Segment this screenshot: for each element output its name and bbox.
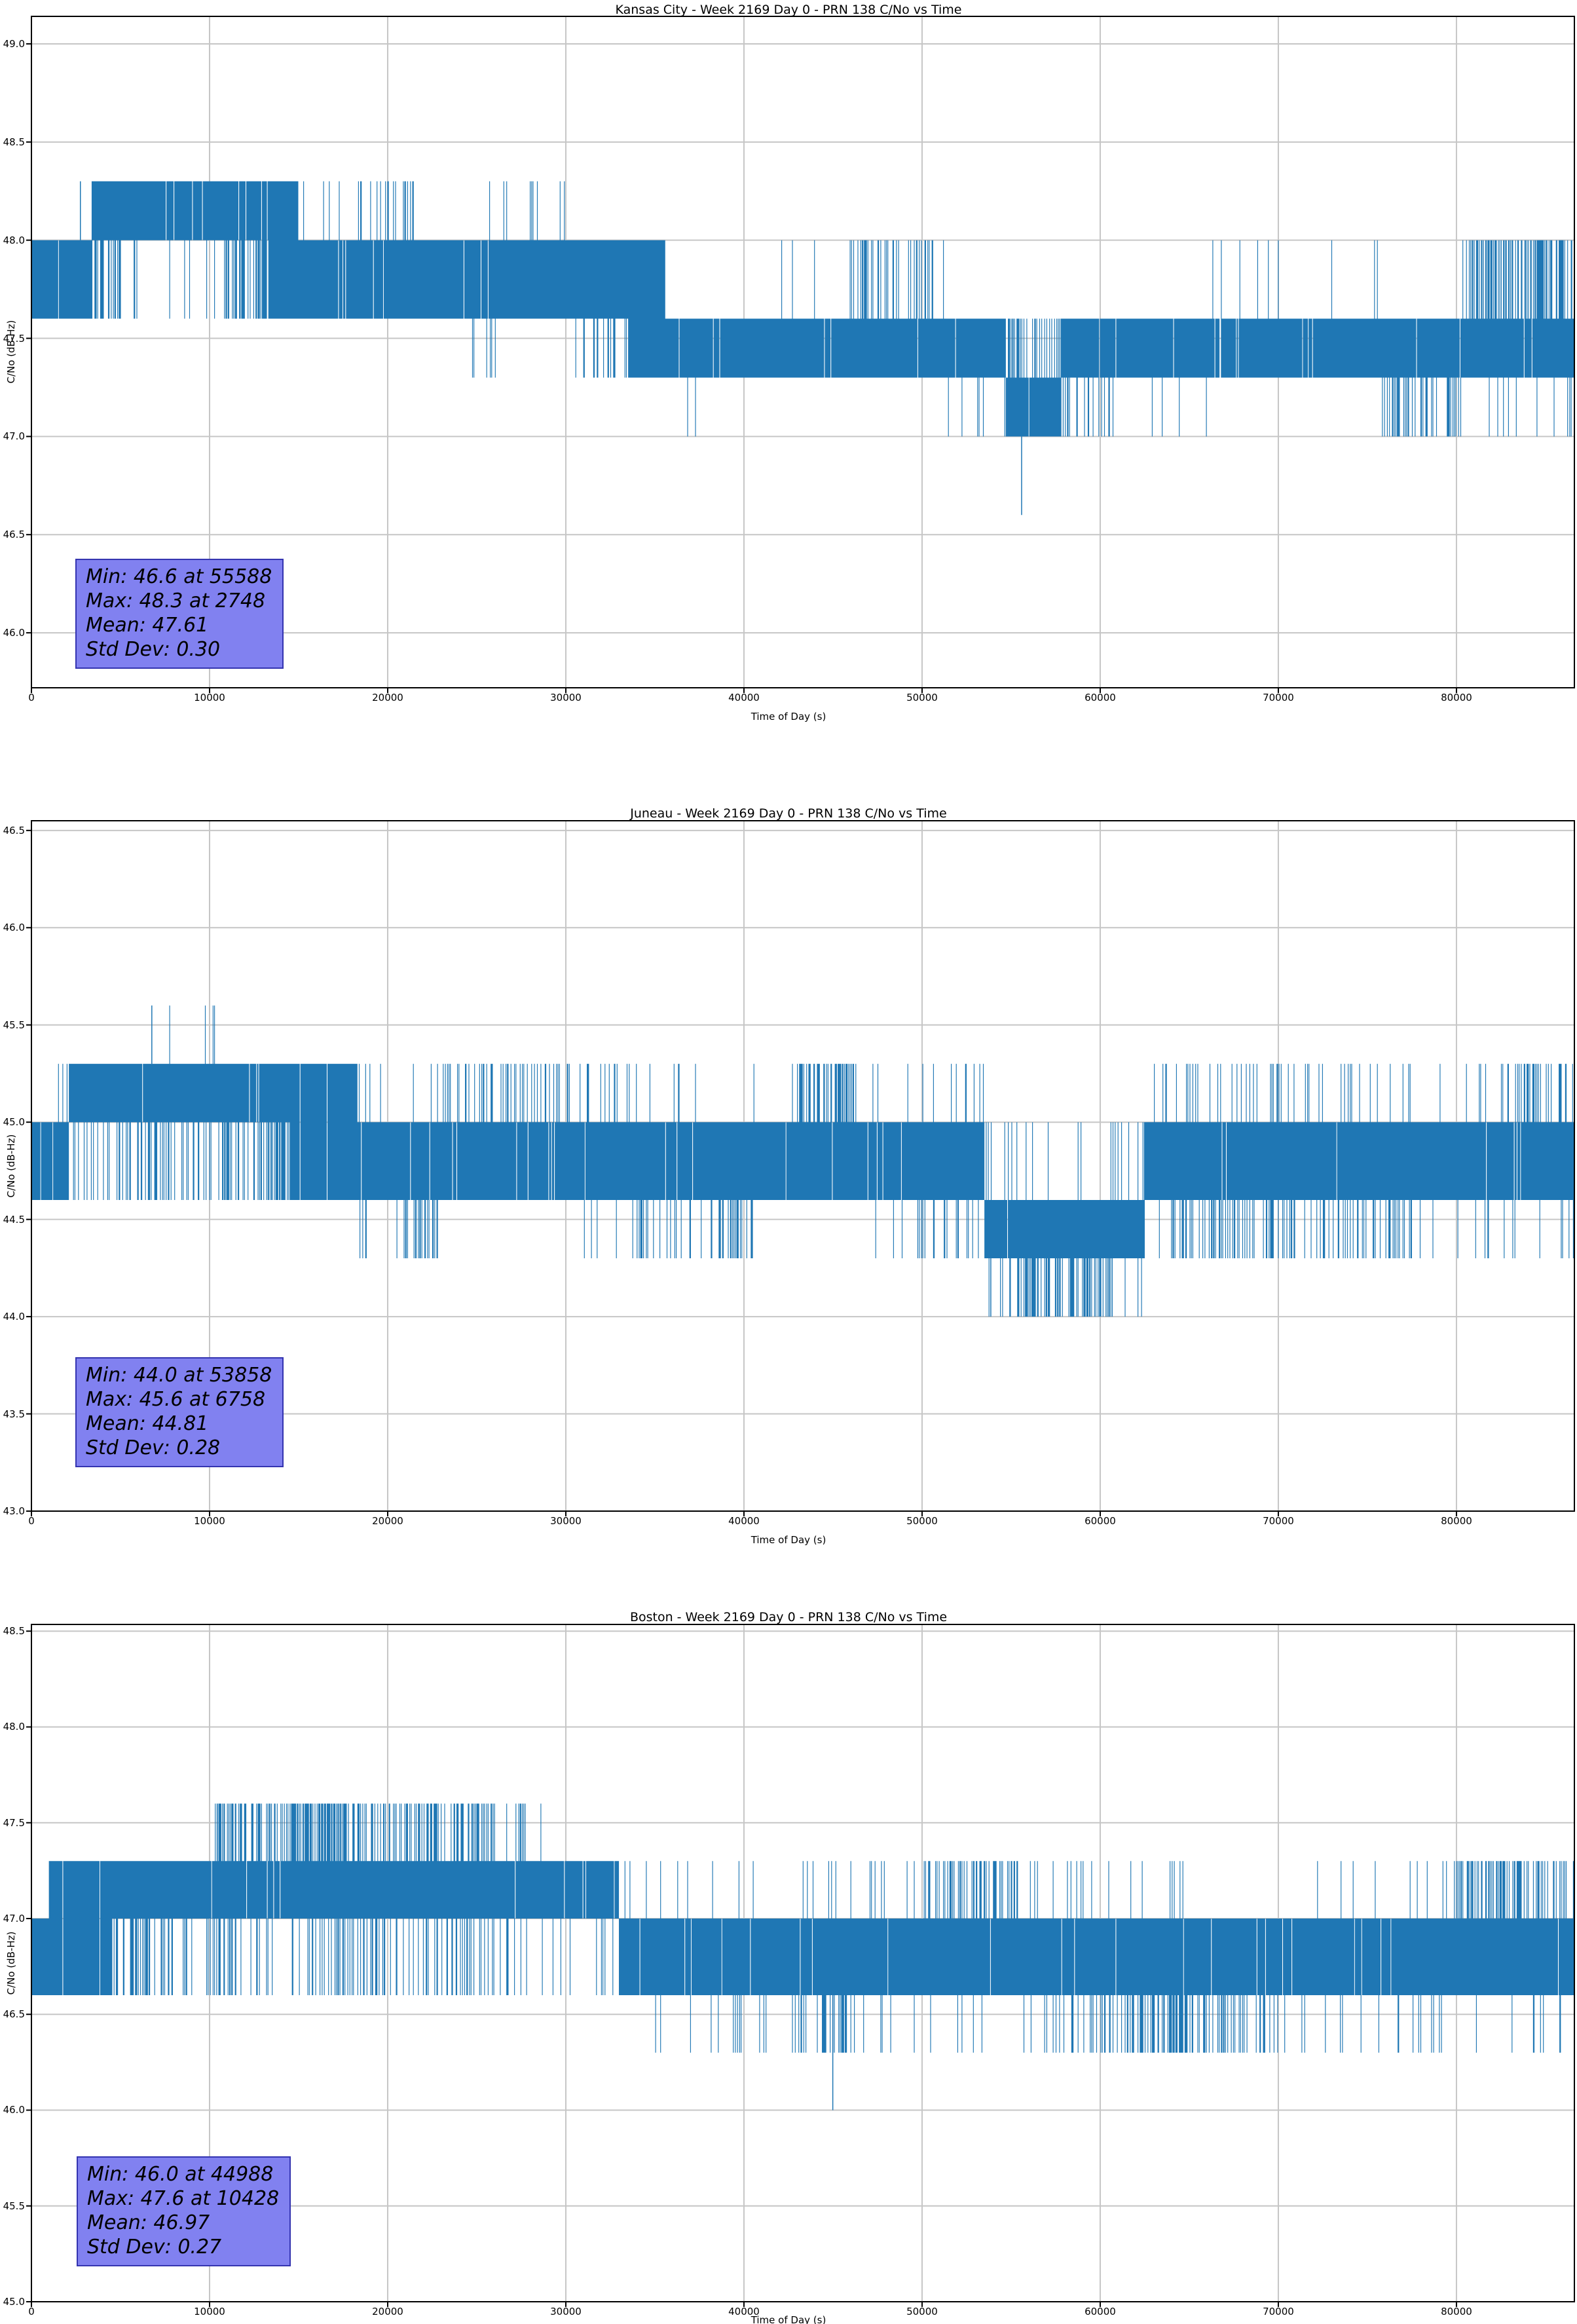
y-tick-label: 46.0 — [3, 922, 25, 934]
chart3-x-axis-label: Time of Day (s) — [751, 2314, 826, 2324]
chart3-stats-min: Min: 46.0 at 44988 — [87, 2163, 274, 2186]
chart3-y-axis-label: C/No (dB-Hz) — [5, 1931, 17, 1995]
x-tick-label: 60000 — [1085, 692, 1116, 703]
chart1-y-axis-label: C/No (dB-Hz) — [5, 320, 17, 384]
y-tick-label: 45.0 — [3, 2296, 25, 2308]
chart3-stats-stddev: Std Dev: 0.27 — [87, 2236, 222, 2258]
x-tick-label: 10000 — [194, 1515, 225, 1527]
chart3-stats-mean: Mean: 46.97 — [87, 2211, 210, 2234]
chart3-stats-box: Min: 46.0 at 44988 Max: 47.6 at 10428 Me… — [77, 2156, 291, 2266]
x-tick-label: 50000 — [906, 2306, 938, 2317]
x-tick-label: 80000 — [1441, 692, 1472, 703]
plot-border — [31, 16, 1575, 688]
x-tick-label: 40000 — [728, 2306, 760, 2317]
y-tick-label: 47.0 — [3, 1912, 25, 1924]
chart1-stats-max: Max: 48.3 at 2748 — [86, 590, 266, 612]
chart1-x-axis-label: Time of Day (s) — [751, 711, 826, 722]
y-tick-label: 44.0 — [3, 1311, 25, 1323]
chart2-title: Juneau - Week 2169 Day 0 - PRN 138 C/No … — [630, 806, 947, 821]
x-tick-label: 20000 — [372, 692, 403, 703]
y-tick-label: 46.0 — [3, 2104, 25, 2116]
chart1-title: Kansas City - Week 2169 Day 0 - PRN 138 … — [615, 3, 962, 17]
y-tick-label: 47.5 — [3, 332, 25, 345]
cno-series — [31, 1803, 1575, 2053]
x-tick-label: 40000 — [728, 692, 760, 703]
x-tick-label: 0 — [28, 692, 35, 703]
y-tick-label: 46.0 — [3, 627, 25, 639]
y-tick-label: 46.5 — [3, 529, 25, 541]
chart2-x-axis-label: Time of Day (s) — [751, 1534, 826, 1546]
chart1-stats-mean: Mean: 47.61 — [86, 614, 209, 637]
x-tick-label: 60000 — [1085, 2306, 1116, 2317]
y-tick-label: 45.5 — [3, 1019, 25, 1031]
x-tick-label: 30000 — [550, 692, 582, 703]
x-tick-label: 10000 — [194, 2306, 225, 2317]
x-tick-label: 70000 — [1263, 1515, 1294, 1527]
y-tick-label: 45.5 — [3, 2200, 25, 2212]
chart3-title: Boston - Week 2169 Day 0 - PRN 138 C/No … — [629, 1610, 948, 1624]
y-tick-label: 49.0 — [3, 37, 25, 50]
y-tick-label: 45.0 — [3, 1116, 25, 1129]
chart2-stats-box: Min: 44.0 at 53858 Max: 45.6 at 6758 Mea… — [75, 1357, 284, 1467]
chart2-stats-max: Max: 45.6 at 6758 — [86, 1388, 266, 1411]
chart2-stats-mean: Mean: 44.81 — [86, 1412, 209, 1435]
y-tick-label: 48.0 — [3, 1721, 25, 1733]
x-tick-label: 80000 — [1441, 2306, 1472, 2317]
y-tick-label: 46.5 — [3, 824, 25, 836]
x-tick-label: 70000 — [1263, 692, 1294, 703]
y-tick-label: 48.5 — [3, 136, 25, 148]
plot-border — [31, 1624, 1575, 2302]
x-tick-label: 40000 — [728, 1515, 760, 1527]
y-tick-label: 47.5 — [3, 1816, 25, 1829]
x-tick-label: 10000 — [194, 692, 225, 703]
x-tick-label: 50000 — [906, 1515, 938, 1527]
x-tick-label: 0 — [28, 2306, 35, 2317]
chart1-stats-min: Min: 46.6 at 55588 — [86, 565, 272, 588]
y-tick-label: 47.0 — [3, 430, 25, 443]
x-tick-label: 30000 — [550, 2306, 582, 2317]
cno-series — [31, 181, 1575, 437]
y-tick-label: 48.5 — [3, 1625, 25, 1638]
plot-border — [31, 820, 1575, 1512]
x-tick-label: 30000 — [550, 1515, 582, 1527]
chart1-stats-stddev: Std Dev: 0.30 — [86, 638, 221, 661]
y-tick-label: 46.5 — [3, 2008, 25, 2021]
chart2-y-axis-label: C/No (dB-Hz) — [5, 1134, 17, 1198]
chart2-stats-min: Min: 44.0 at 53858 — [86, 1364, 272, 1387]
x-tick-label: 20000 — [372, 1515, 403, 1527]
y-tick-label: 48.0 — [3, 234, 25, 246]
chart3-stats-max: Max: 47.6 at 10428 — [87, 2187, 280, 2210]
chart2-stats-stddev: Std Dev: 0.28 — [86, 1436, 221, 1459]
x-tick-label: 50000 — [906, 692, 938, 703]
y-tick-label: 44.5 — [3, 1213, 25, 1226]
cno-series — [31, 1005, 1575, 1317]
x-tick-label: 20000 — [372, 2306, 403, 2317]
x-tick-label: 0 — [28, 1515, 35, 1527]
x-tick-label: 70000 — [1263, 2306, 1294, 2317]
chart1-stats-box: Min: 46.6 at 55588 Max: 48.3 at 2748 Mea… — [75, 559, 284, 669]
y-tick-label: 43.0 — [3, 1505, 25, 1517]
y-tick-label: 43.5 — [3, 1408, 25, 1420]
x-tick-label: 60000 — [1085, 1515, 1116, 1527]
x-tick-label: 80000 — [1441, 1515, 1472, 1527]
